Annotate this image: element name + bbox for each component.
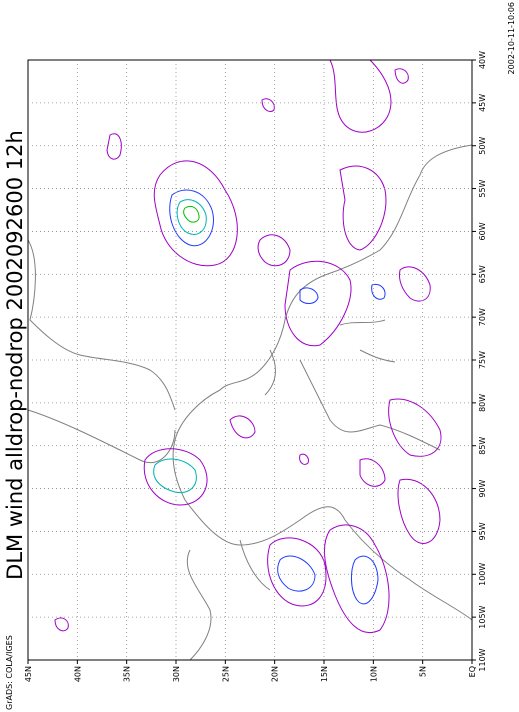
lat-label: 45N bbox=[24, 666, 33, 682]
lat-label: 40N bbox=[73, 666, 82, 682]
lon-label: 55W bbox=[478, 179, 487, 197]
lon-label: 85W bbox=[478, 437, 487, 455]
lat-label: 30N bbox=[172, 666, 181, 682]
lon-label: 105W bbox=[478, 605, 487, 628]
map-title: DLM wind alldrop-nodrop 2002092600 12h bbox=[3, 130, 27, 580]
lon-label: 100W bbox=[478, 563, 487, 586]
lon-label: 95W bbox=[478, 522, 487, 540]
lon-label: 50W bbox=[478, 137, 487, 155]
footer-timestamp: 2002-10-11-10:06 bbox=[507, 2, 516, 74]
lon-label: 80W bbox=[478, 394, 487, 412]
plot-frame bbox=[27, 59, 473, 661]
lon-label: 90W bbox=[478, 479, 487, 497]
lon-label: 70W bbox=[478, 308, 487, 326]
lon-label: 60W bbox=[478, 222, 487, 240]
lat-label: 15N bbox=[320, 666, 329, 682]
footer-credit: GrADS: COLA/IGES bbox=[5, 635, 14, 710]
lat-label: 35N bbox=[123, 666, 132, 682]
lat-label: EQ bbox=[468, 666, 477, 677]
lon-label: 75W bbox=[478, 351, 487, 369]
coastlines bbox=[27, 144, 473, 661]
lon-label: 45W bbox=[478, 94, 487, 112]
lon-label: 110W bbox=[478, 648, 487, 671]
lon-label: 65W bbox=[478, 265, 487, 283]
lat-label: 20N bbox=[271, 666, 280, 682]
lat-label: 5N bbox=[419, 666, 428, 677]
lon-label: 40W bbox=[478, 51, 487, 69]
contours bbox=[54, 59, 442, 633]
lat-label: 25N bbox=[221, 666, 230, 682]
lat-label: 10N bbox=[369, 666, 378, 682]
